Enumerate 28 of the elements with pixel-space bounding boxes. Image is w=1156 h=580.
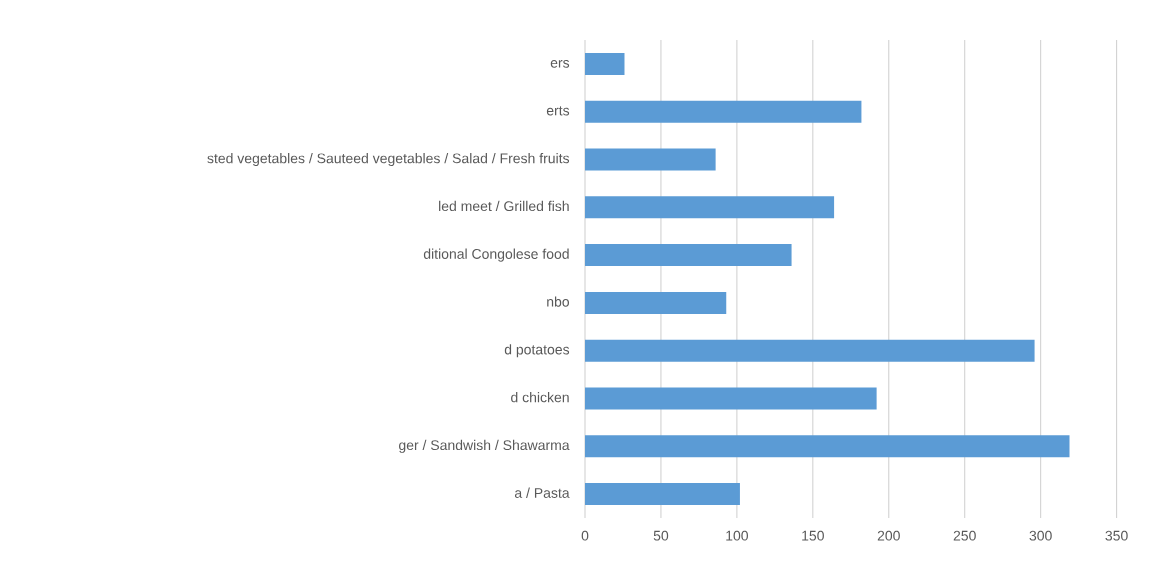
y-tick-label: d chicken — [511, 392, 569, 403]
x-tick-label: 200 — [877, 530, 900, 541]
bar — [585, 100, 862, 123]
bar — [585, 244, 792, 267]
y-tick-label: a / Pasta — [514, 487, 570, 498]
x-tick-label: 250 — [953, 530, 976, 541]
bar — [585, 148, 716, 171]
x-tick-label: 300 — [1029, 530, 1052, 541]
bar — [585, 196, 835, 219]
x-tick-label: 150 — [802, 530, 824, 541]
x-tick-label: 50 — [653, 530, 669, 541]
y-tick-label: d potatoes — [504, 344, 570, 358]
bar — [585, 291, 727, 314]
y-tick-label: ger / Sandwish / Shawarma — [399, 439, 570, 453]
y-tick-label: sted vegetables / Sauteed vegetables / Salad / Fresh fruits — [207, 153, 570, 167]
y-tick-label: ers — [550, 60, 570, 68]
bar — [585, 339, 1035, 362]
x-tick-label: 100 — [726, 530, 749, 541]
bar — [585, 52, 625, 75]
x-tick-label: 0 — [581, 530, 589, 541]
y-tick-label: ditional Congolese food — [423, 248, 569, 262]
y-tick-label: erts — [546, 106, 570, 116]
x-tick-label: 350 — [1105, 530, 1128, 541]
y-tick-label: led meet / Grilled fish — [439, 200, 569, 212]
bar — [585, 483, 740, 506]
bar — [585, 387, 877, 410]
y-tick-label: nbo — [547, 296, 570, 307]
bar — [585, 435, 1070, 458]
